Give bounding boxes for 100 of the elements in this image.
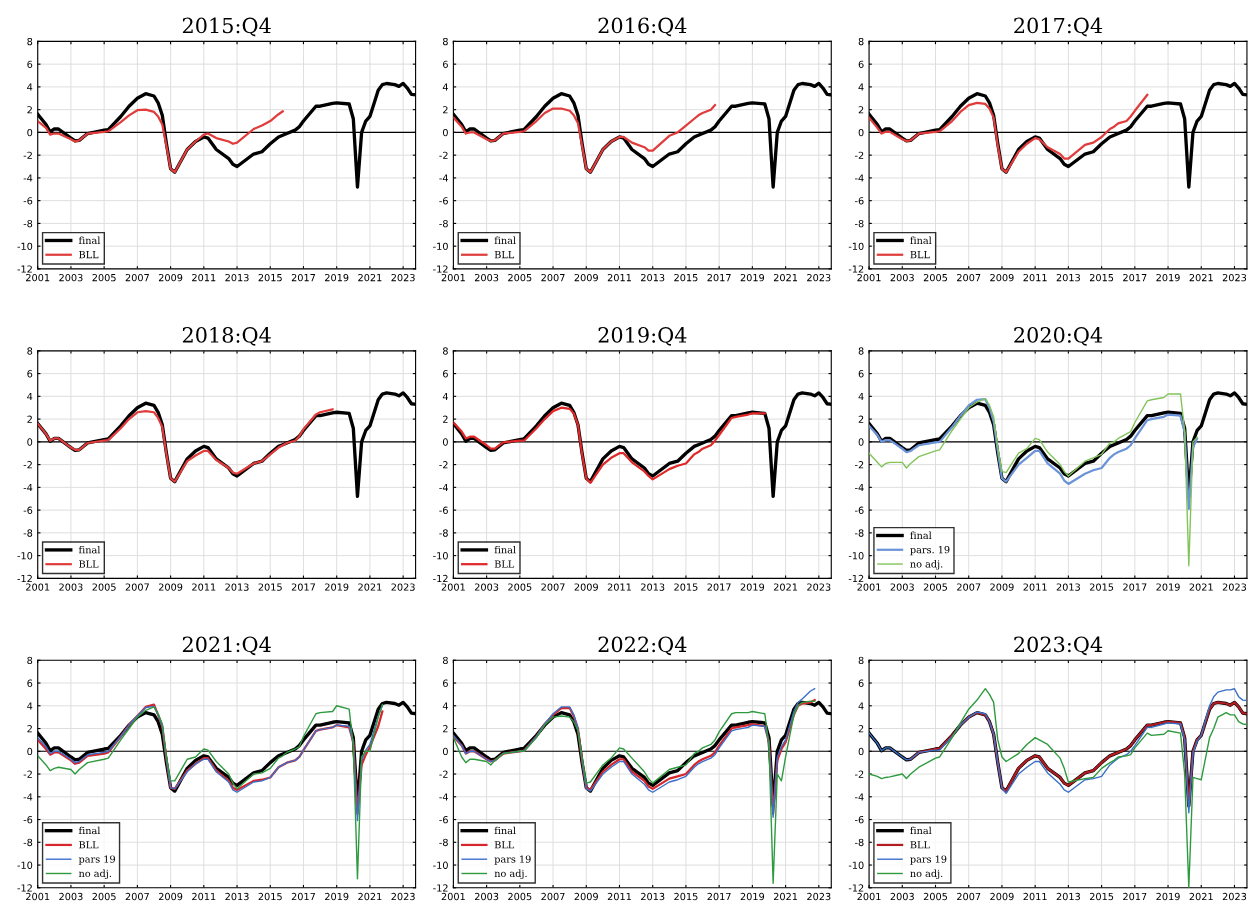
x-tick-label: 2005 [923,273,948,282]
x-tick-label: 2017 [291,892,316,901]
x-tick-label: 2003 [890,273,914,282]
y-tick-label: 0 [442,438,448,446]
y-tick-label: 8 [27,37,33,46]
y-tick-label: -12 [848,265,864,273]
x-tick-label: 2015 [1089,583,1114,591]
chart-title: 2017:Q4 [1014,17,1103,37]
x-tick-label: 2019 [740,273,765,282]
y-tick-label: 6 [27,370,33,378]
x-tick-label: 2009 [990,273,1014,282]
x-tick-label: 2005 [508,892,532,901]
y-tick-label: -4 [439,793,448,801]
legend-label: final [910,531,932,540]
y-tick-label: -10 [17,242,33,251]
x-tick-label: 2017 [1123,583,1147,591]
y-tick-label: 6 [858,679,864,687]
y-tick-label: -12 [433,574,448,583]
y-tick-label: 4 [858,83,864,91]
y-tick-label: -6 [439,506,448,514]
legend-label: BLL [79,251,99,259]
x-tick-label: 2023 [1222,892,1247,901]
x-tick-label: 2009 [158,892,183,901]
y-tick-label: -8 [439,838,448,847]
x-tick-label: 2021 [358,273,382,282]
y-tick-label: -10 [433,861,448,869]
chart-title: 2021:Q4 [182,636,271,656]
x-tick-label: 2007 [125,583,149,591]
x-tick-label: 2023 [391,273,415,282]
y-tick-label: -12 [433,884,448,892]
x-tick-label: 2013 [641,892,665,901]
x-tick-label: 2021 [1189,273,1213,282]
x-tick-label: 2021 [1189,892,1213,901]
y-tick-label: 0 [858,438,864,446]
x-tick-label: 2015 [258,892,282,901]
x-tick-label: 2007 [957,583,981,591]
y-tick-label: 4 [858,702,864,710]
x-tick-label: 2021 [358,583,382,591]
x-tick-label: 2011 [192,892,216,901]
x-tick-label: 2005 [508,273,532,282]
x-tick-label: 2001 [441,892,465,901]
x-tick-label: 2001 [857,583,881,591]
y-tick-label: -12 [17,265,32,273]
x-tick-label: 2023 [1222,273,1247,282]
y-tick-label: 4 [27,702,33,710]
x-tick-label: 2005 [923,583,948,591]
legend-label: no adj. [910,869,943,880]
y-tick-label: 4 [27,392,33,401]
x-tick-label: 2007 [541,892,565,901]
y-tick-label: -2 [854,770,864,778]
y-tick-label: 0 [858,747,864,756]
y-tick-label: -2 [854,151,864,159]
x-tick-label: 2007 [541,273,565,282]
x-tick-label: 2001 [441,273,465,282]
x-tick-label: 2011 [1023,892,1047,901]
x-tick-label: 2017 [291,583,316,591]
y-tick-label: -4 [439,174,448,182]
chart-title: 2023:Q4 [1014,636,1103,656]
y-tick-label: 8 [443,656,448,665]
y-tick-label: -4 [23,174,33,182]
y-tick-label: -6 [439,197,448,205]
y-tick-label: -6 [854,506,864,514]
x-tick-label: 2015 [258,583,282,591]
y-tick-label: -10 [848,552,864,560]
y-tick-label: 2 [858,415,864,423]
legend-label: pars. 19 [910,545,950,556]
x-tick-label: 2003 [59,273,83,282]
x-tick-label: 2011 [1023,583,1047,591]
y-tick-label: -4 [23,483,33,492]
y-tick-label: -2 [23,151,32,159]
x-tick-label: 2023 [807,583,831,591]
y-tick-label: 2 [27,415,32,423]
chart-title: 2018:Q4 [182,327,271,346]
x-tick-label: 2023 [1222,583,1247,591]
x-tick-label: 2011 [607,583,631,591]
x-tick-label: 2003 [59,583,83,591]
x-tick-label: 2011 [192,583,216,591]
y-tick-label: -8 [439,219,448,228]
x-tick-label: 2009 [990,583,1014,591]
x-tick-label: 2017 [291,273,316,282]
x-tick-label: 2019 [740,892,765,901]
y-tick-label: -8 [854,838,864,847]
y-tick-label: -12 [848,574,864,583]
legend-label: BLL [79,841,99,849]
x-tick-label: 2013 [1056,583,1080,591]
x-tick-label: 2009 [574,892,598,901]
x-tick-label: 2019 [740,583,765,591]
x-tick-label: 2019 [1156,583,1180,591]
x-tick-label: 2003 [890,892,914,901]
y-tick-label: 4 [442,83,448,91]
y-tick-label: 2 [27,106,32,114]
y-tick-label: -4 [439,483,448,492]
y-tick-label: -2 [23,770,32,778]
legend-label: no adj. [910,560,943,570]
x-tick-label: 2013 [641,273,665,282]
x-tick-label: 2023 [807,892,831,901]
y-tick-label: -6 [23,506,33,514]
y-tick-label: -12 [848,884,864,892]
legend-label: final [78,545,101,554]
legend-label: final [910,236,932,245]
